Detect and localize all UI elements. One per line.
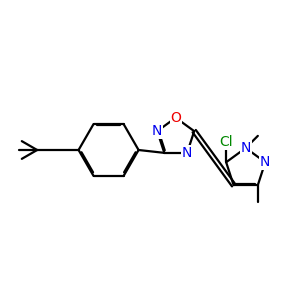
Text: N: N bbox=[260, 155, 271, 169]
Text: N: N bbox=[182, 146, 192, 160]
Text: N: N bbox=[152, 124, 162, 138]
Text: Cl: Cl bbox=[219, 135, 233, 149]
Text: N: N bbox=[241, 141, 251, 155]
Text: O: O bbox=[170, 111, 181, 125]
